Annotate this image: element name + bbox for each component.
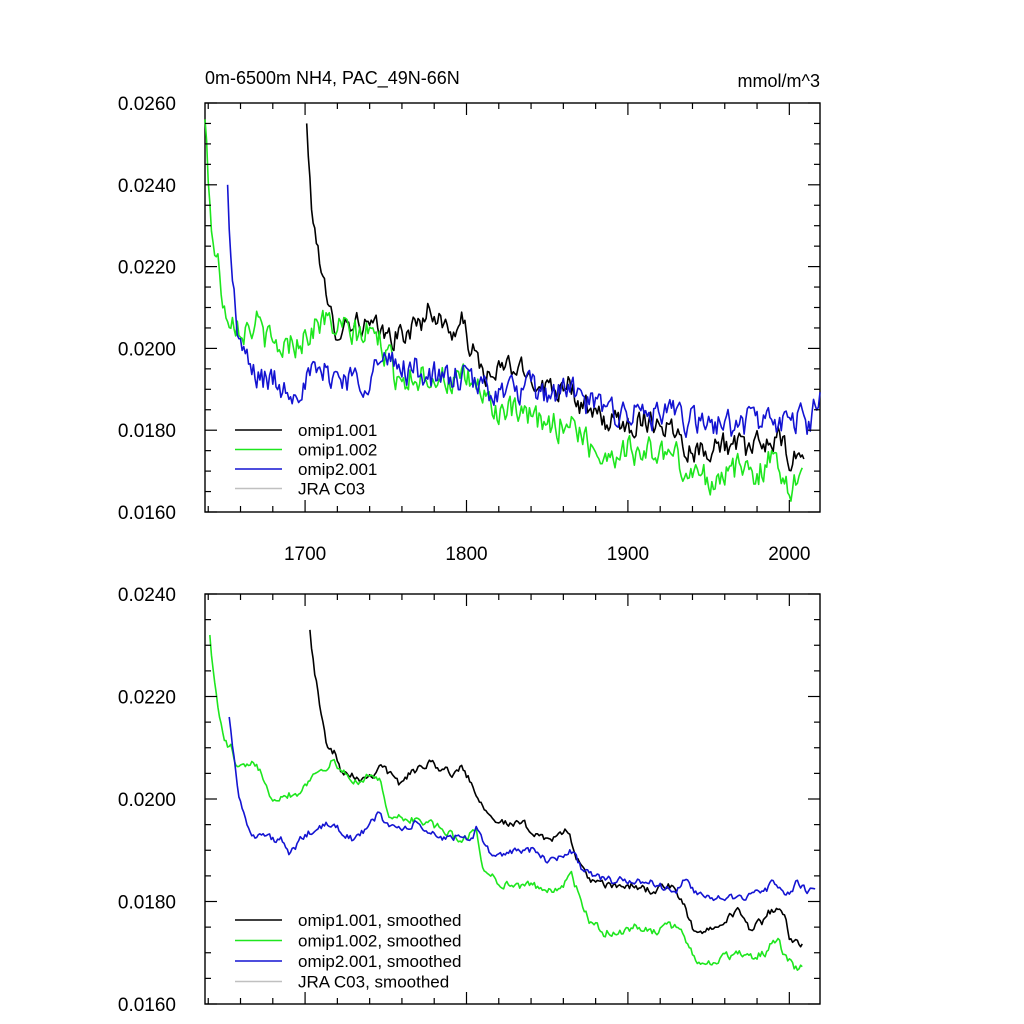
- x-tick-label: 1800: [445, 544, 487, 565]
- x-tick-label: 1900: [607, 544, 649, 565]
- legend-label: JRA C03, smoothed: [298, 973, 449, 992]
- legend-label: omip1.001: [298, 421, 377, 440]
- legend-label: omip2.001, smoothed: [298, 952, 462, 971]
- y-tick-label: 0.0160: [118, 995, 176, 1016]
- bottom-tick-layer: 0.0160 0.0180 0.0200 0.0220 0.0240: [118, 585, 820, 1016]
- y-tick-label: 0.0200: [118, 790, 176, 811]
- series-line-omip1-002: [204, 119, 803, 502]
- y-tick-label: 0.0240: [118, 585, 176, 606]
- y-tick-label: 0.0260: [118, 94, 176, 115]
- bottom-panel: 0.0160 0.0180 0.0200 0.0220 0.0240 omip1.001…: [118, 585, 821, 1016]
- units-label: mmol/m^3: [738, 71, 820, 91]
- top-tick-layer: 1700 1800 1900 2000 0.0160 0.0180 0.0200 0.0220…: [118, 94, 820, 565]
- y-tick-label: 0.0160: [118, 503, 176, 524]
- chart-title: 0m-6500m NH4, PAC_49N-66N: [205, 68, 460, 89]
- legend-label: JRA C03: [298, 480, 365, 499]
- y-tick-label: 0.0200: [118, 339, 176, 360]
- series-line-omip1-002: [209, 634, 803, 971]
- series-line-omip2-001: [228, 716, 816, 902]
- y-tick-label: 0.0240: [118, 176, 176, 197]
- y-tick-label: 0.0220: [118, 258, 176, 279]
- top-panel: 0m-6500m NH4, PAC_49N-66N mmol/m^3 1700 1…: [118, 68, 821, 565]
- x-tick-label: 1700: [284, 544, 326, 565]
- y-tick-label: 0.0180: [118, 421, 176, 442]
- y-tick-label: 0.0180: [118, 893, 176, 914]
- series-line-omip1-001: [309, 629, 803, 948]
- x-tick-label: 2000: [768, 544, 810, 565]
- series-line-omip2-001: [226, 184, 821, 439]
- top-series-layer: [204, 119, 821, 502]
- bottom-series-layer: [209, 629, 816, 971]
- legend-label: omip1.001, smoothed: [298, 911, 462, 930]
- legend-label: omip2.001: [298, 460, 377, 479]
- series-line-omip1-001: [305, 123, 805, 472]
- legend-label: omip1.002: [298, 441, 377, 460]
- legend-label: omip1.002, smoothed: [298, 932, 462, 951]
- bottom-legend: omip1.001, smoothed omip1.002, smoothedom…: [235, 911, 462, 992]
- y-tick-label: 0.0220: [118, 688, 176, 709]
